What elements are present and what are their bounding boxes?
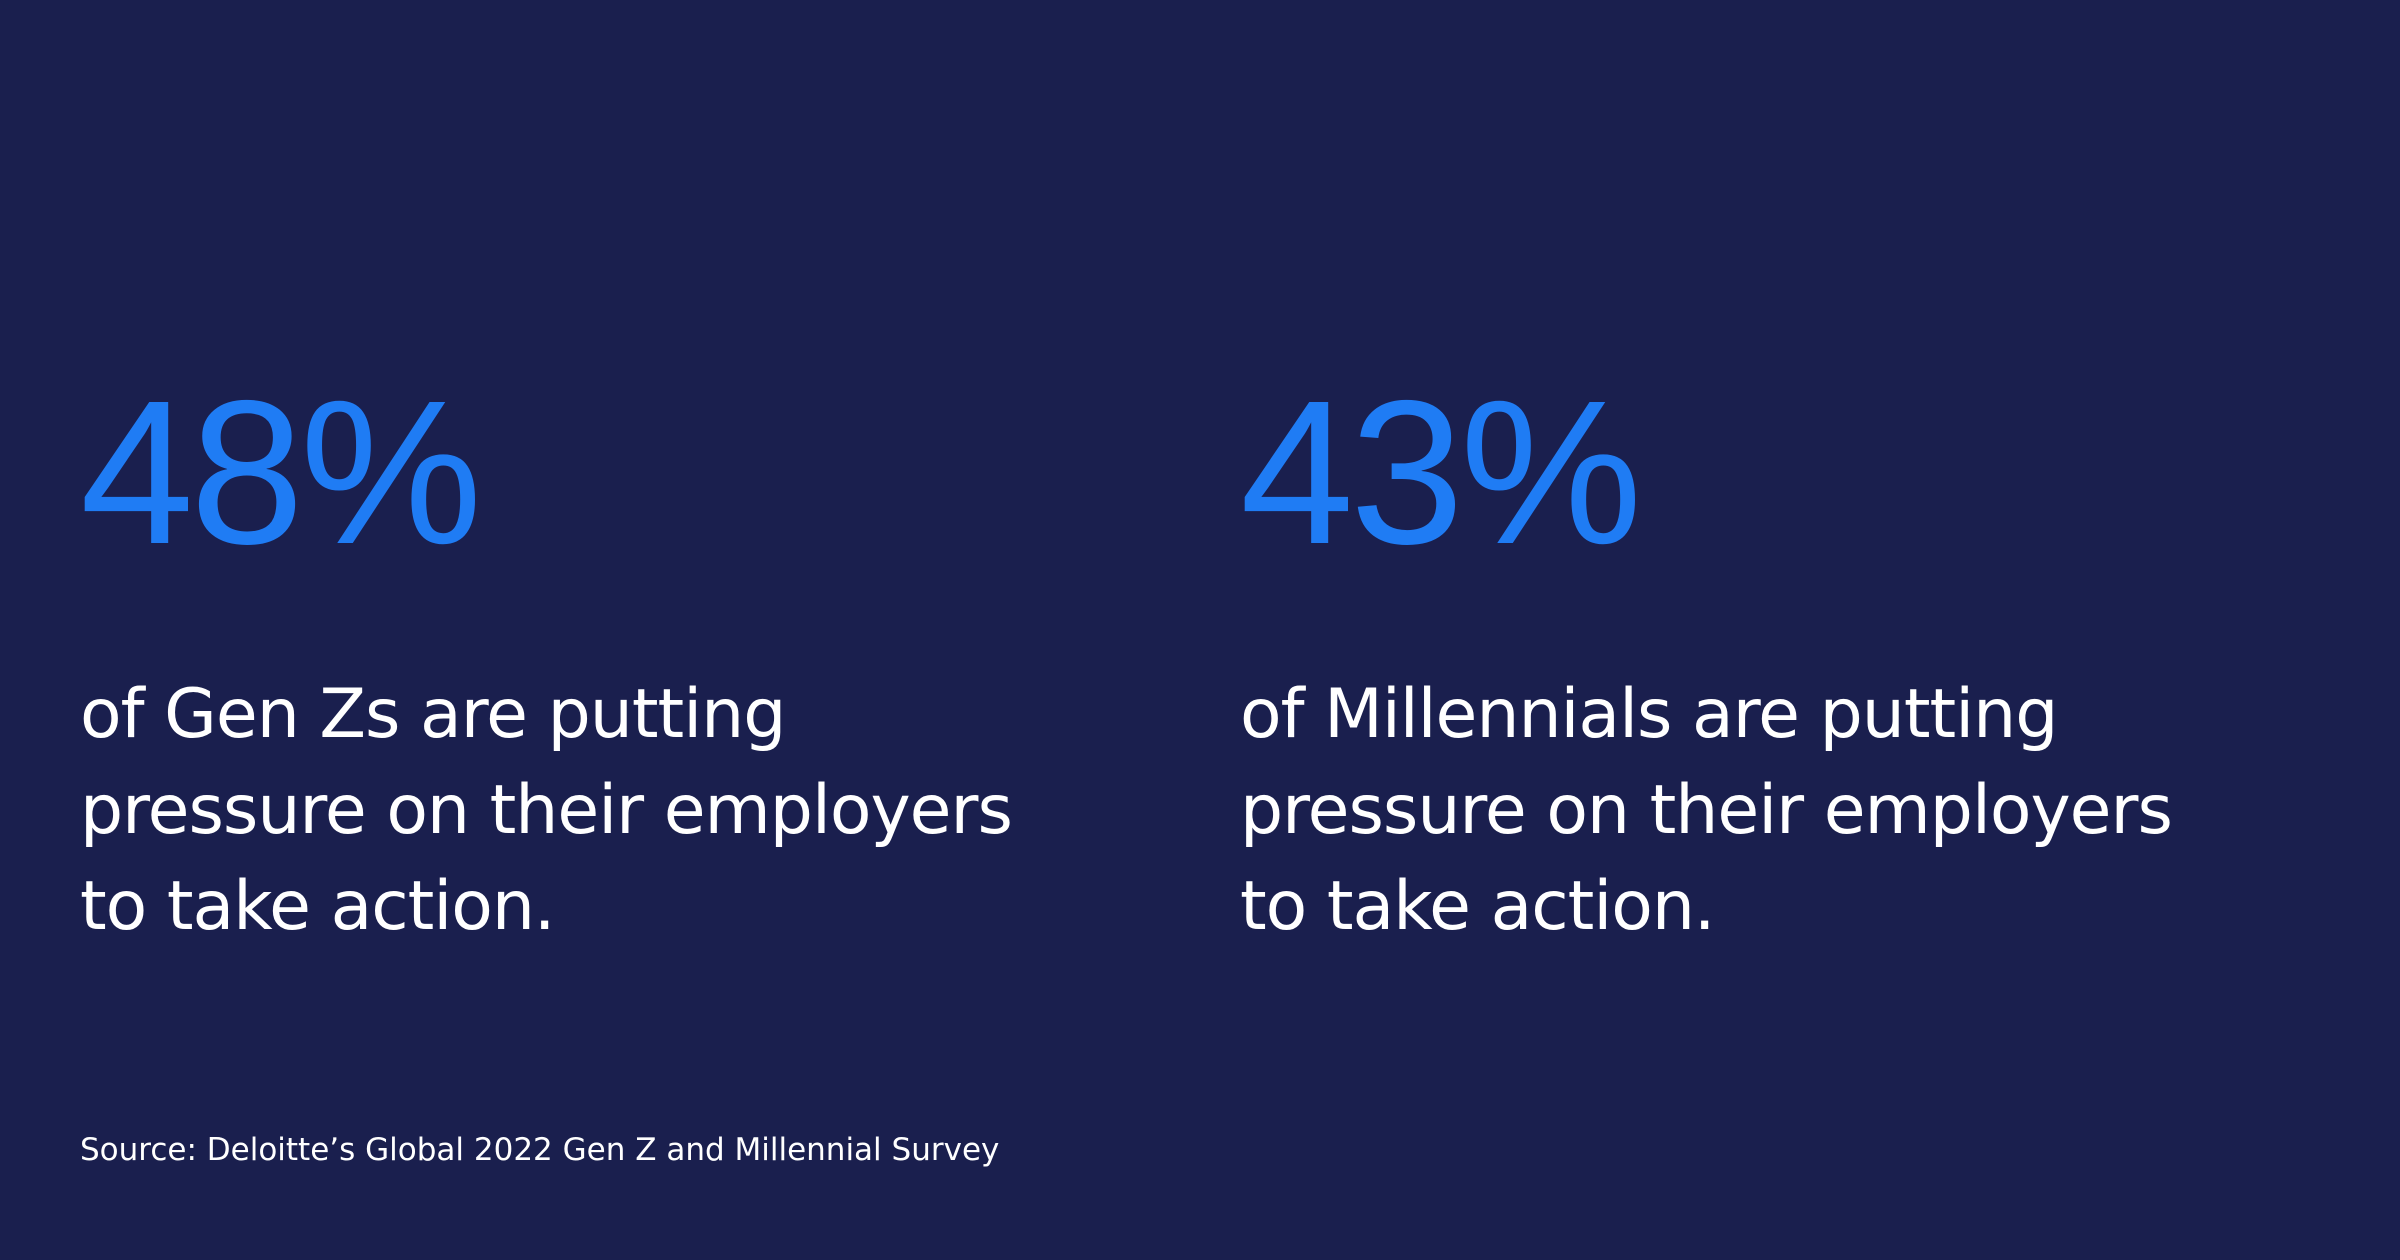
description-line: of Gen Zs are putting bbox=[80, 675, 786, 754]
stat-value: 43% bbox=[1240, 358, 1642, 587]
description-line: of Millennials are putting bbox=[1240, 675, 2058, 754]
stat-value: 48% bbox=[80, 358, 482, 587]
description-line: pressure on their employers bbox=[80, 771, 1013, 850]
description-line: to take action. bbox=[1240, 867, 1716, 946]
stat-description: of Millennials are putting pressure on t… bbox=[1240, 667, 2340, 955]
stat-block: 48% of Gen Zs are putting pressure on th… bbox=[80, 370, 1180, 955]
description-line: to take action. bbox=[80, 867, 556, 946]
stat-description: of Gen Zs are putting pressure on their … bbox=[80, 667, 1180, 955]
source-note: Source: Deloitte’s Global 2022 Gen Z and… bbox=[80, 1132, 1000, 1168]
description-line: pressure on their employers bbox=[1240, 771, 2173, 850]
stat-block: 43% of Millennials are putting pressure … bbox=[1240, 370, 2340, 955]
